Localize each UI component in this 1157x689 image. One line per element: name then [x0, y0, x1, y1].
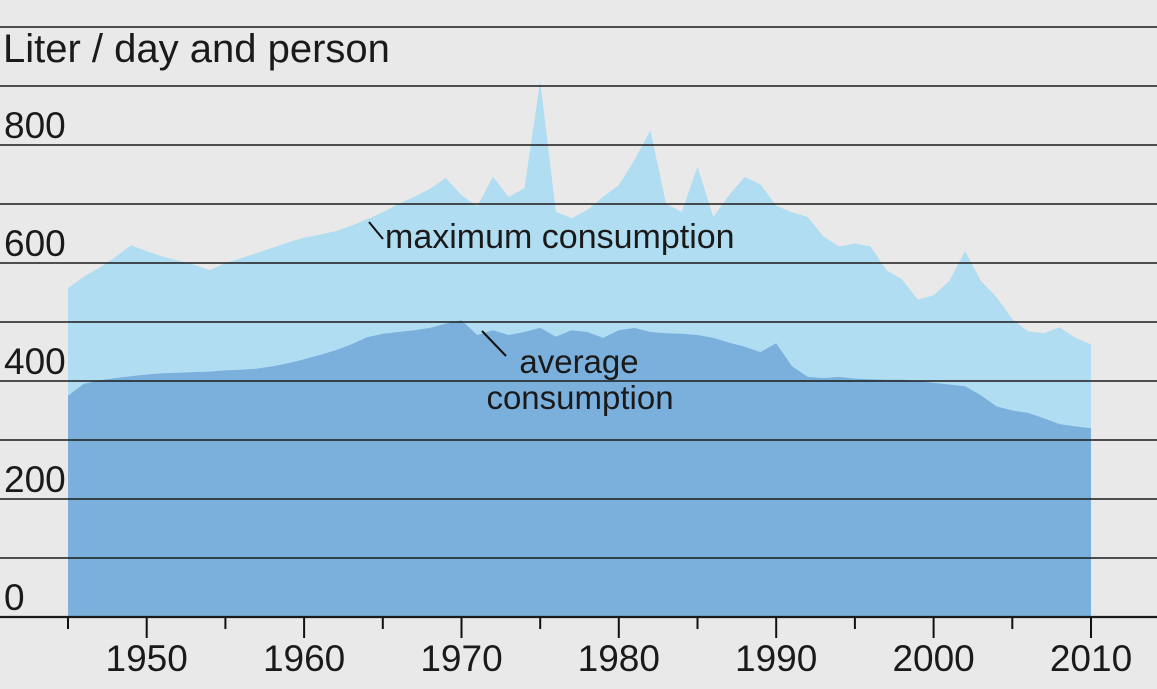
x-tick-label-2010: 2010 — [1050, 638, 1132, 679]
x-axis-labels-group: 1950 1960 1970 1980 1990 2000 2010 — [106, 638, 1133, 679]
y-tick-label-0: 0 — [4, 577, 25, 618]
x-axis-ticks-group — [67, 618, 1092, 638]
max-annotation-leader-line — [368, 221, 384, 240]
gridlines-group — [0, 26, 1157, 619]
y-tick-label-600: 600 — [4, 223, 66, 264]
avg-consumption-area — [68, 320, 1091, 617]
x-tick-label-1990: 1990 — [735, 638, 817, 679]
chart-title: Liter / day and person — [3, 27, 390, 71]
x-tick-label-1980: 1980 — [578, 638, 660, 679]
avg-series-label-line1: average — [519, 343, 638, 380]
avg-series-label-line2: consumption — [486, 379, 673, 416]
area-series-group — [68, 81, 1091, 618]
max-series-label: maximum consumption — [385, 218, 735, 256]
y-tick-label-200: 200 — [4, 459, 66, 500]
x-tick-label-1970: 1970 — [420, 638, 502, 679]
x-tick-label-1960: 1960 — [263, 638, 345, 679]
x-tick-label-1950: 1950 — [106, 638, 188, 679]
x-tick-label-2000: 2000 — [892, 638, 974, 679]
avg-annotation-leader-line — [481, 330, 507, 357]
y-tick-label-400: 400 — [4, 341, 66, 382]
y-tick-label-800: 800 — [4, 105, 66, 146]
y-axis-labels-group: 0 200 400 600 800 — [4, 105, 66, 618]
